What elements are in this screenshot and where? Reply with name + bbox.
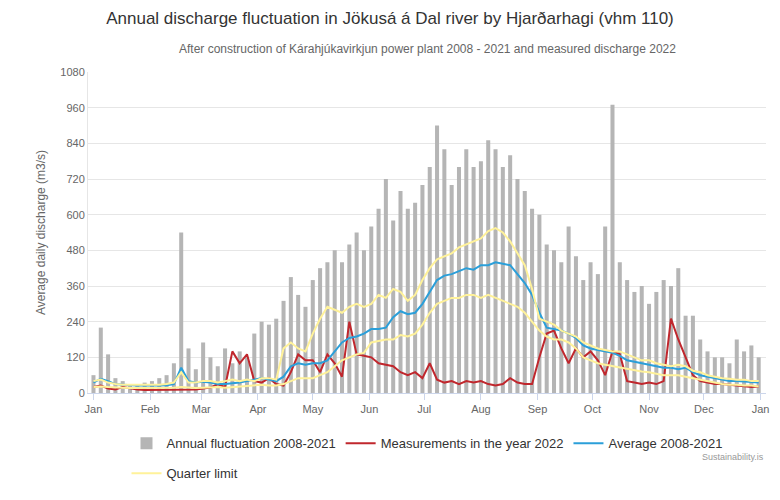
svg-text:1080: 1080 bbox=[60, 66, 84, 78]
svg-text:360: 360 bbox=[66, 280, 84, 292]
svg-text:Mar: Mar bbox=[192, 403, 211, 415]
svg-text:480: 480 bbox=[66, 244, 84, 256]
svg-text:Annual fluctuation 2008-2021: Annual fluctuation 2008-2021 bbox=[167, 436, 336, 451]
svg-text:240: 240 bbox=[66, 316, 84, 328]
svg-text:Jul: Jul bbox=[417, 403, 431, 415]
svg-text:720: 720 bbox=[66, 173, 84, 185]
svg-text:Oct: Oct bbox=[584, 403, 601, 415]
svg-text:Feb: Feb bbox=[141, 403, 160, 415]
svg-text:0: 0 bbox=[79, 387, 85, 399]
svg-text:Jan: Jan bbox=[752, 403, 770, 415]
svg-text:960: 960 bbox=[66, 102, 84, 114]
svg-text:840: 840 bbox=[66, 137, 84, 149]
svg-text:Sustainability.is: Sustainability.is bbox=[702, 452, 764, 462]
svg-text:Jun: Jun bbox=[361, 403, 379, 415]
svg-text:Sep: Sep bbox=[528, 403, 548, 415]
svg-text:May: May bbox=[302, 403, 323, 415]
svg-text:Dec: Dec bbox=[694, 403, 714, 415]
svg-text:Annual discharge fluctuation i: Annual discharge fluctuation in Jökusá á… bbox=[106, 9, 674, 28]
svg-text:Average daily discharge (m3/s): Average daily discharge (m3/s) bbox=[34, 150, 48, 315]
svg-text:After construction of Kárahjúk: After construction of Kárahjúkavirkjun p… bbox=[179, 42, 676, 56]
svg-text:120: 120 bbox=[66, 351, 84, 363]
svg-text:Quarter limit: Quarter limit bbox=[167, 466, 238, 481]
svg-text:Average 2008-2021: Average 2008-2021 bbox=[608, 436, 722, 451]
svg-text:Jan: Jan bbox=[85, 403, 103, 415]
svg-text:Measurements in the year 2022: Measurements in the year 2022 bbox=[381, 436, 564, 451]
svg-text:600: 600 bbox=[66, 209, 84, 221]
svg-text:Apr: Apr bbox=[249, 403, 266, 415]
svg-text:Nov: Nov bbox=[639, 403, 659, 415]
svg-text:Aug: Aug bbox=[471, 403, 491, 415]
